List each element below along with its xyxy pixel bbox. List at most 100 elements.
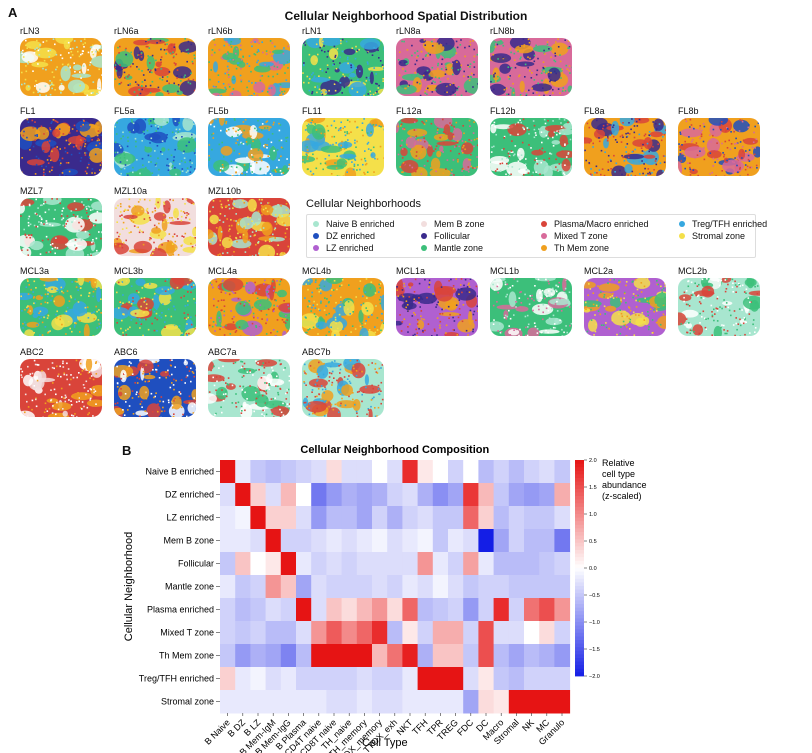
- heatmap-cell: [280, 483, 297, 507]
- heatmap-cell: [372, 483, 388, 507]
- heatmap-cell: [220, 667, 236, 691]
- heatmap-cell: [326, 621, 343, 645]
- heatmap-cell: [220, 460, 236, 484]
- heatmap-cell: [478, 667, 495, 691]
- colorbar-tick-label: −0.5: [589, 593, 600, 599]
- heatmap-cell: [235, 460, 251, 484]
- colorbar-segment: [575, 658, 584, 662]
- colorbar-segment: [575, 582, 584, 587]
- heatmap-cell: [296, 598, 312, 622]
- legend-swatch: [313, 245, 319, 251]
- colorbar-segment: [575, 647, 584, 652]
- heatmap-cell: [417, 460, 434, 484]
- heatmap-cell: [372, 667, 388, 691]
- heatmap-cell: [220, 690, 236, 714]
- heatmap-cell: [220, 621, 236, 645]
- colorbar-segment: [575, 593, 584, 598]
- sample-map: [302, 38, 384, 96]
- heatmap-cell: [311, 575, 327, 599]
- sample-map: [302, 118, 384, 176]
- heatmap-cell: [387, 621, 403, 645]
- sample-map: [208, 118, 290, 176]
- heatmap-cell: [417, 483, 434, 507]
- colorbar-label: abundance: [602, 480, 647, 490]
- heatmap-cell: [463, 529, 479, 553]
- heatmap-cell: [448, 644, 464, 668]
- heatmap-cell: [417, 690, 434, 714]
- colorbar-segment: [575, 535, 584, 540]
- heatmap-cell: [220, 483, 236, 507]
- heatmap-cell: [478, 460, 495, 484]
- legend-swatch: [421, 221, 427, 227]
- heatmap-cell: [493, 690, 510, 714]
- sample-map: [20, 38, 102, 96]
- heatmap-cell: [432, 690, 449, 714]
- row-label: Mixed T zone: [160, 628, 214, 638]
- heatmap-cell: [387, 690, 403, 714]
- heatmap-cell: [356, 529, 373, 553]
- heatmap-cell: [372, 552, 388, 576]
- heatmap-cell: [524, 460, 540, 484]
- heatmap-cell: [265, 483, 282, 507]
- heatmap-cell: [326, 552, 343, 576]
- legend-label: DZ enriched: [326, 231, 376, 241]
- heatmap-cell: [432, 667, 449, 691]
- colorbar-segment: [575, 474, 584, 479]
- heatmap-cell: [417, 575, 434, 599]
- heatmap-cell: [326, 690, 343, 714]
- heatmap-cell: [250, 483, 267, 507]
- legend-label: Treg/TFH enriched: [692, 219, 768, 229]
- heatmap-cell: [402, 552, 419, 576]
- heatmap-cell: [493, 575, 510, 599]
- heatmap-cell: [250, 598, 267, 622]
- heatmap-cell: [539, 552, 555, 576]
- heatmap-cell: [448, 552, 464, 576]
- heatmap-cell: [448, 529, 464, 553]
- heatmap-cell: [539, 506, 555, 530]
- heatmap-cell: [478, 552, 495, 576]
- colorbar-segment: [575, 600, 584, 605]
- heatmap-cell: [265, 460, 282, 484]
- sample-label: ABC7b: [302, 347, 331, 357]
- sample-map: [584, 278, 666, 336]
- sample-label: ABC6: [114, 347, 138, 357]
- colorbar-label: (z-scaled): [602, 491, 642, 501]
- heatmap-cell: [296, 621, 312, 645]
- legend-item: Th Mem zone: [541, 243, 679, 253]
- heatmap-cell: [296, 667, 312, 691]
- sample-map: [208, 359, 290, 417]
- colorbar-segment: [575, 629, 584, 634]
- legend-item: Naive B enriched: [313, 219, 421, 229]
- heatmap-cell: [311, 598, 327, 622]
- heatmap-cell: [250, 552, 267, 576]
- row-label: Follicular: [178, 559, 214, 569]
- heatmap-cell: [463, 598, 479, 622]
- heatmap-cell: [539, 575, 555, 599]
- heatmap-cell: [387, 552, 403, 576]
- heatmap-cell: [524, 483, 540, 507]
- colorbar-tick-label: −2.0: [589, 674, 600, 680]
- heatmap-cell: [417, 552, 434, 576]
- sample-label: FL5b: [208, 106, 229, 116]
- colorbar-tick-label: 1.0: [589, 512, 597, 518]
- heatmap-cell: [280, 506, 297, 530]
- panel-a-letter: A: [8, 5, 18, 20]
- sample-map: [114, 38, 196, 96]
- heatmap-cell: [493, 506, 510, 530]
- colorbar-segment: [575, 568, 584, 572]
- heatmap-cell: [311, 529, 327, 553]
- col-label: NK: [520, 717, 536, 733]
- heatmap-cell: [235, 644, 251, 668]
- legend-swatch: [541, 245, 547, 251]
- heatmap-cell: [296, 529, 312, 553]
- heatmap-cell: [417, 506, 434, 530]
- heatmap-cell: [463, 483, 479, 507]
- heatmap-cell: [463, 460, 479, 484]
- heatmap-cell: [493, 483, 510, 507]
- legend-swatch: [679, 233, 685, 239]
- heatmap-cell: [508, 460, 525, 484]
- heatmap-cell: [432, 506, 449, 530]
- heatmap-cell: [508, 552, 525, 576]
- sample-label: rLN8b: [490, 26, 515, 36]
- heatmap-cell: [417, 644, 434, 668]
